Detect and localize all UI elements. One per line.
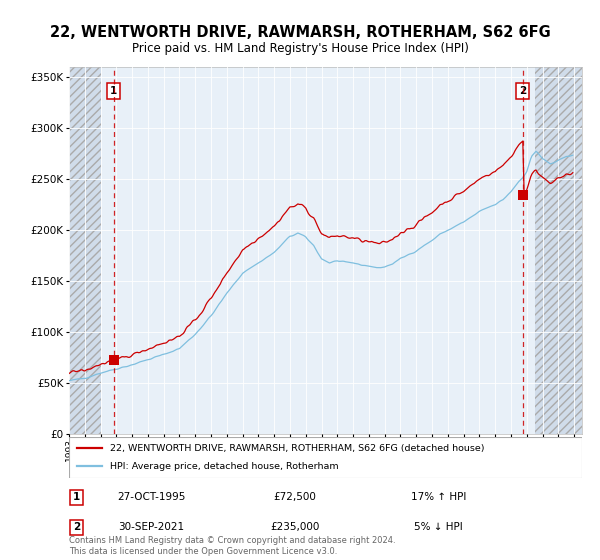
Text: 1: 1 bbox=[110, 86, 117, 96]
Text: £72,500: £72,500 bbox=[273, 492, 316, 502]
Text: 30-SEP-2021: 30-SEP-2021 bbox=[118, 522, 184, 533]
Text: Price paid vs. HM Land Registry's House Price Index (HPI): Price paid vs. HM Land Registry's House … bbox=[131, 42, 469, 55]
Text: 2: 2 bbox=[73, 522, 80, 533]
Text: Contains HM Land Registry data © Crown copyright and database right 2024.
This d: Contains HM Land Registry data © Crown c… bbox=[69, 536, 395, 556]
FancyBboxPatch shape bbox=[69, 437, 582, 478]
Bar bbox=[69, 67, 101, 434]
Text: 22, WENTWORTH DRIVE, RAWMARSH, ROTHERHAM, S62 6FG: 22, WENTWORTH DRIVE, RAWMARSH, ROTHERHAM… bbox=[50, 25, 550, 40]
Text: 27-OCT-1995: 27-OCT-1995 bbox=[117, 492, 185, 502]
Text: 1: 1 bbox=[73, 492, 80, 502]
Text: HPI: Average price, detached house, Rotherham: HPI: Average price, detached house, Roth… bbox=[110, 462, 338, 471]
Bar bbox=[535, 67, 582, 434]
Text: 2: 2 bbox=[519, 86, 526, 96]
Text: £235,000: £235,000 bbox=[270, 522, 319, 533]
Text: 22, WENTWORTH DRIVE, RAWMARSH, ROTHERHAM, S62 6FG (detached house): 22, WENTWORTH DRIVE, RAWMARSH, ROTHERHAM… bbox=[110, 444, 485, 452]
Text: 17% ↑ HPI: 17% ↑ HPI bbox=[410, 492, 466, 502]
Text: 5% ↓ HPI: 5% ↓ HPI bbox=[414, 522, 463, 533]
